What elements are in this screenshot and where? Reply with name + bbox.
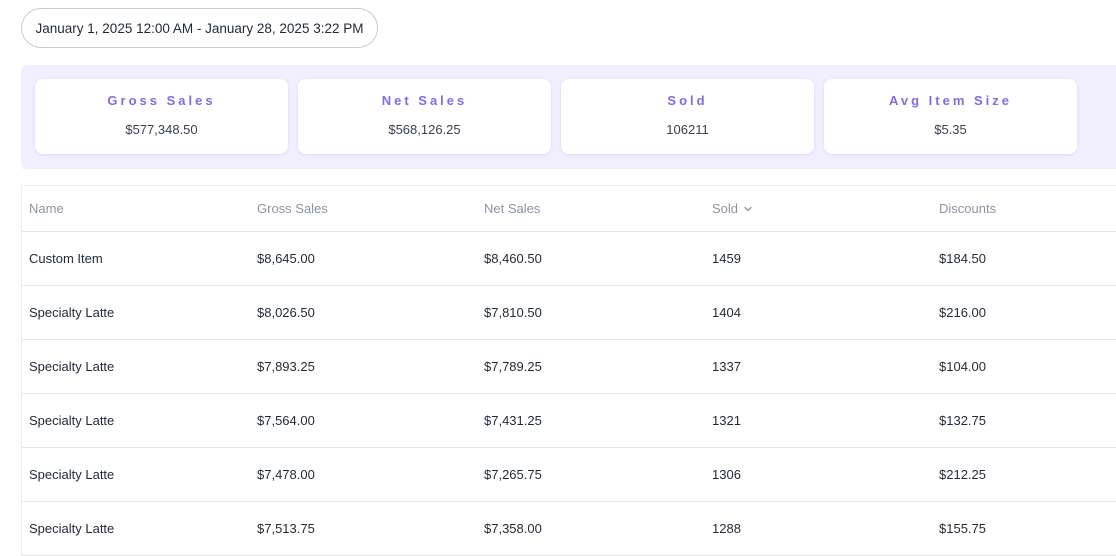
cell-sold: 1404 bbox=[712, 305, 741, 320]
cell-net-sales: $7,358.00 bbox=[484, 521, 542, 536]
cell-discounts: $184.50 bbox=[939, 251, 986, 266]
column-header-discounts[interactable]: Discounts bbox=[939, 201, 997, 216]
cell-net-sales: $8,460.50 bbox=[484, 251, 542, 266]
date-range-label: January 1, 2025 12:00 AM - January 28, 2… bbox=[35, 20, 364, 36]
cell-name: Specialty Latte bbox=[29, 467, 115, 482]
cell-name: Specialty Latte bbox=[29, 521, 115, 536]
column-header-net-sales[interactable]: Net Sales bbox=[484, 201, 541, 216]
card-title: Net Sales bbox=[381, 93, 468, 108]
cell-net-sales: $7,810.50 bbox=[484, 305, 542, 320]
card-value: $5.35 bbox=[934, 122, 967, 137]
cell-gross-sales: $8,645.00 bbox=[257, 251, 315, 266]
cell-name: Specialty Latte bbox=[29, 359, 115, 374]
cell-gross-sales: $7,513.75 bbox=[257, 521, 315, 536]
card-value: $568,126.25 bbox=[388, 122, 461, 137]
card-sold: Sold 106211 bbox=[561, 79, 814, 154]
card-avg-item-size: Avg Item Size $5.35 bbox=[824, 79, 1077, 154]
cell-discounts: $132.75 bbox=[939, 413, 986, 428]
table-header: Name Gross Sales Net Sales Sold Discount… bbox=[22, 186, 1116, 232]
cell-name: Specialty Latte bbox=[29, 305, 115, 320]
chevron-down-icon bbox=[744, 206, 752, 211]
card-value: $577,348.50 bbox=[125, 122, 198, 137]
table-row[interactable]: Specialty Latte $8,026.50 $7,810.50 1404… bbox=[22, 286, 1116, 340]
date-range-picker[interactable]: January 1, 2025 12:00 AM - January 28, 2… bbox=[21, 8, 378, 48]
card-net-sales: Net Sales $568,126.25 bbox=[298, 79, 551, 154]
table-row[interactable]: Specialty Latte $7,564.00 $7,431.25 1321… bbox=[22, 394, 1116, 448]
summary-band: Gross Sales $577,348.50 Net Sales $568,1… bbox=[21, 65, 1116, 169]
cell-gross-sales: $7,893.25 bbox=[257, 359, 315, 374]
cell-net-sales: $7,431.25 bbox=[484, 413, 542, 428]
cell-name: Specialty Latte bbox=[29, 413, 115, 428]
cell-sold: 1306 bbox=[712, 467, 741, 482]
cell-gross-sales: $8,026.50 bbox=[257, 305, 315, 320]
cell-discounts: $104.00 bbox=[939, 359, 986, 374]
cell-net-sales: $7,265.75 bbox=[484, 467, 542, 482]
table-row[interactable]: Specialty Latte $7,513.75 $7,358.00 1288… bbox=[22, 502, 1116, 556]
card-gross-sales: Gross Sales $577,348.50 bbox=[35, 79, 288, 154]
cell-sold: 1337 bbox=[712, 359, 741, 374]
cell-sold: 1321 bbox=[712, 413, 741, 428]
sales-table: Name Gross Sales Net Sales Sold Discount… bbox=[21, 185, 1116, 556]
cell-gross-sales: $7,564.00 bbox=[257, 413, 315, 428]
card-title: Gross Sales bbox=[107, 93, 216, 108]
cell-gross-sales: $7,478.00 bbox=[257, 467, 315, 482]
cell-net-sales: $7,789.25 bbox=[484, 359, 542, 374]
cell-sold: 1459 bbox=[712, 251, 741, 266]
column-header-gross-sales[interactable]: Gross Sales bbox=[257, 201, 328, 216]
cell-discounts: $212.25 bbox=[939, 467, 986, 482]
column-header-sold[interactable]: Sold bbox=[712, 186, 753, 231]
card-title: Avg Item Size bbox=[888, 93, 1013, 108]
card-title: Sold bbox=[667, 93, 708, 108]
card-value: 106211 bbox=[666, 122, 709, 137]
table-row[interactable]: Custom Item $8,645.00 $8,460.50 1459 $18… bbox=[22, 232, 1116, 286]
table-row[interactable]: Specialty Latte $7,478.00 $7,265.75 1306… bbox=[22, 448, 1116, 502]
cell-discounts: $155.75 bbox=[939, 521, 986, 536]
cell-sold: 1288 bbox=[712, 521, 741, 536]
cell-name: Custom Item bbox=[29, 251, 103, 266]
table-row[interactable]: Specialty Latte $7,893.25 $7,789.25 1337… bbox=[22, 340, 1116, 394]
cell-discounts: $216.00 bbox=[939, 305, 986, 320]
column-header-name[interactable]: Name bbox=[29, 201, 64, 216]
